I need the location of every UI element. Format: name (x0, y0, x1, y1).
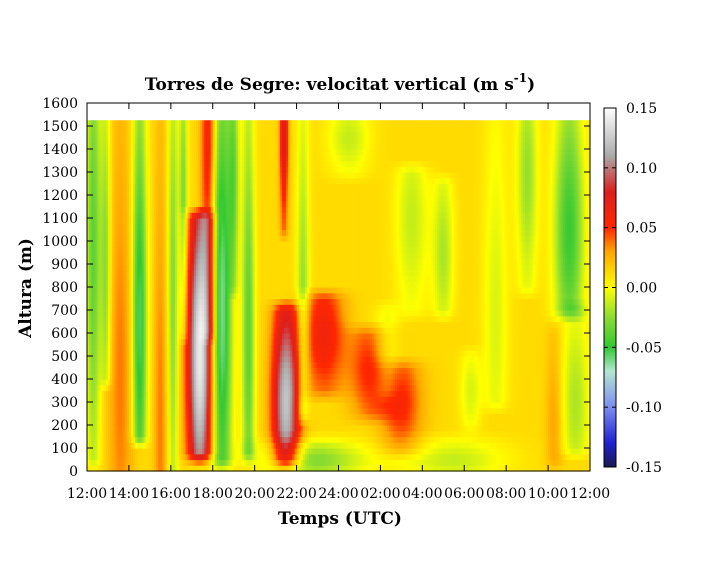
chart-title: Torres de Segre: velocitat vertical (m s… (145, 71, 535, 95)
heatmap-cells (87, 120, 591, 471)
